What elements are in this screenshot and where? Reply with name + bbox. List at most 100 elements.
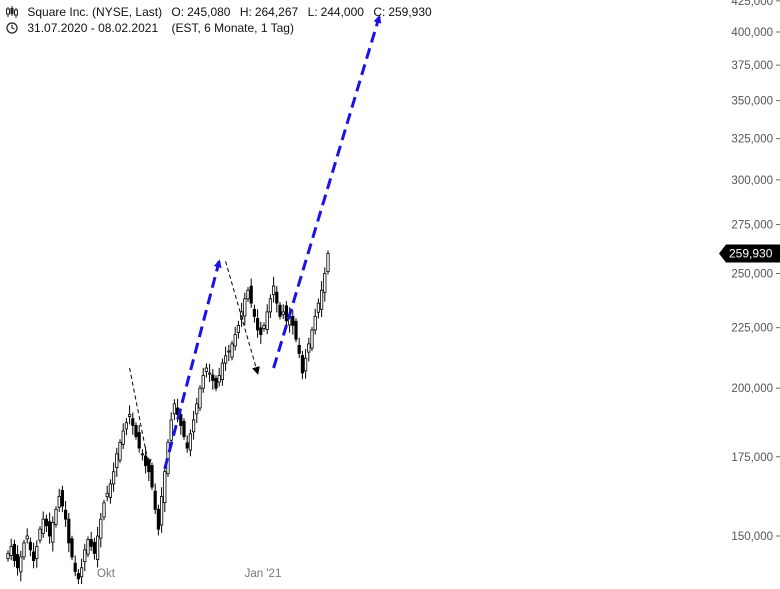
candle[interactable] — [159, 487, 164, 533]
candle[interactable] — [323, 267, 327, 302]
candle[interactable] — [124, 418, 128, 436]
candle[interactable] — [217, 367, 221, 387]
candle[interactable] — [60, 485, 65, 513]
candle[interactable] — [214, 375, 218, 392]
candle[interactable] — [198, 385, 202, 412]
candle[interactable] — [67, 513, 71, 553]
candle[interactable] — [239, 302, 244, 328]
candle[interactable] — [230, 340, 234, 361]
candle[interactable] — [201, 367, 205, 393]
candle[interactable] — [182, 418, 186, 440]
candle[interactable] — [108, 479, 112, 504]
candle[interactable] — [86, 536, 90, 558]
candle[interactable] — [57, 488, 61, 512]
candle[interactable] — [25, 528, 29, 544]
candlestick-icon[interactable] — [6, 6, 18, 18]
candle[interactable] — [32, 542, 36, 569]
candle[interactable] — [220, 358, 224, 386]
candle[interactable] — [76, 568, 80, 586]
candle[interactable] — [127, 405, 132, 425]
candle[interactable] — [80, 558, 84, 585]
black-correction-arrow[interactable] — [225, 261, 260, 375]
candle[interactable] — [163, 465, 167, 512]
clock-icon[interactable] — [6, 22, 18, 34]
candle[interactable] — [96, 526, 100, 568]
candle[interactable] — [265, 304, 269, 335]
candle[interactable] — [188, 429, 192, 457]
candle[interactable] — [310, 326, 314, 352]
candle[interactable] — [22, 539, 26, 561]
candle[interactable] — [259, 321, 263, 344]
candle[interactable] — [233, 326, 237, 351]
candle[interactable] — [211, 368, 215, 390]
candle[interactable] — [303, 349, 308, 379]
candle[interactable] — [236, 320, 240, 339]
candle[interactable] — [140, 449, 144, 461]
candle[interactable] — [70, 535, 74, 561]
candle[interactable] — [326, 250, 330, 275]
candle[interactable] — [99, 513, 103, 548]
candle[interactable] — [102, 499, 106, 521]
candle[interactable] — [28, 537, 33, 557]
candle[interactable] — [89, 531, 93, 552]
candle[interactable] — [54, 506, 58, 528]
candle[interactable] — [156, 504, 160, 536]
candle[interactable] — [92, 537, 96, 560]
candle[interactable] — [271, 276, 276, 303]
candle[interactable] — [19, 550, 23, 582]
black-correction-arrow[interactable] — [129, 367, 152, 468]
candle[interactable] — [204, 363, 208, 378]
candle[interactable] — [268, 294, 273, 319]
candle[interactable] — [313, 308, 317, 335]
candle[interactable] — [294, 318, 298, 343]
candle[interactable] — [15, 545, 20, 576]
candle[interactable] — [38, 526, 42, 544]
blue-forecast-arrow[interactable] — [272, 14, 382, 369]
candle[interactable] — [275, 286, 279, 313]
candle[interactable] — [121, 423, 125, 450]
candle[interactable] — [262, 322, 266, 332]
candle[interactable] — [255, 309, 260, 338]
candle[interactable] — [73, 555, 77, 577]
candle[interactable] — [118, 439, 122, 464]
candle[interactable] — [35, 540, 39, 568]
candle[interactable] — [51, 516, 55, 552]
candle[interactable] — [64, 501, 68, 527]
candle[interactable] — [281, 304, 285, 319]
candle[interactable] — [83, 543, 87, 571]
candle[interactable] — [249, 278, 253, 308]
candle[interactable] — [307, 337, 311, 362]
candle[interactable] — [297, 337, 301, 359]
candle[interactable] — [6, 550, 10, 562]
candle[interactable] — [195, 397, 199, 424]
candle[interactable] — [300, 350, 305, 380]
candle[interactable] — [153, 483, 157, 514]
candle[interactable] — [44, 514, 49, 533]
candle[interactable] — [112, 462, 116, 492]
candle[interactable] — [252, 304, 256, 323]
candle[interactable] — [191, 410, 196, 440]
candle[interactable] — [137, 424, 141, 453]
candle[interactable] — [134, 422, 138, 440]
candle[interactable] — [319, 281, 324, 318]
candle[interactable] — [115, 447, 119, 477]
candle[interactable] — [131, 412, 135, 435]
candle[interactable] — [243, 292, 247, 326]
candle[interactable] — [291, 310, 295, 335]
candle[interactable] — [41, 511, 45, 538]
candle[interactable] — [227, 344, 231, 362]
candle[interactable] — [278, 302, 282, 320]
candle[interactable] — [169, 412, 173, 445]
candle[interactable] — [284, 301, 289, 328]
candle[interactable] — [12, 539, 16, 567]
candle[interactable] — [172, 399, 176, 421]
blue-forecast-arrow[interactable] — [163, 259, 222, 470]
candle[interactable] — [316, 298, 321, 319]
candle[interactable] — [223, 346, 228, 371]
candle[interactable] — [48, 512, 52, 544]
candle[interactable] — [246, 287, 250, 302]
candle[interactable] — [150, 462, 154, 491]
candle[interactable] — [185, 435, 189, 453]
